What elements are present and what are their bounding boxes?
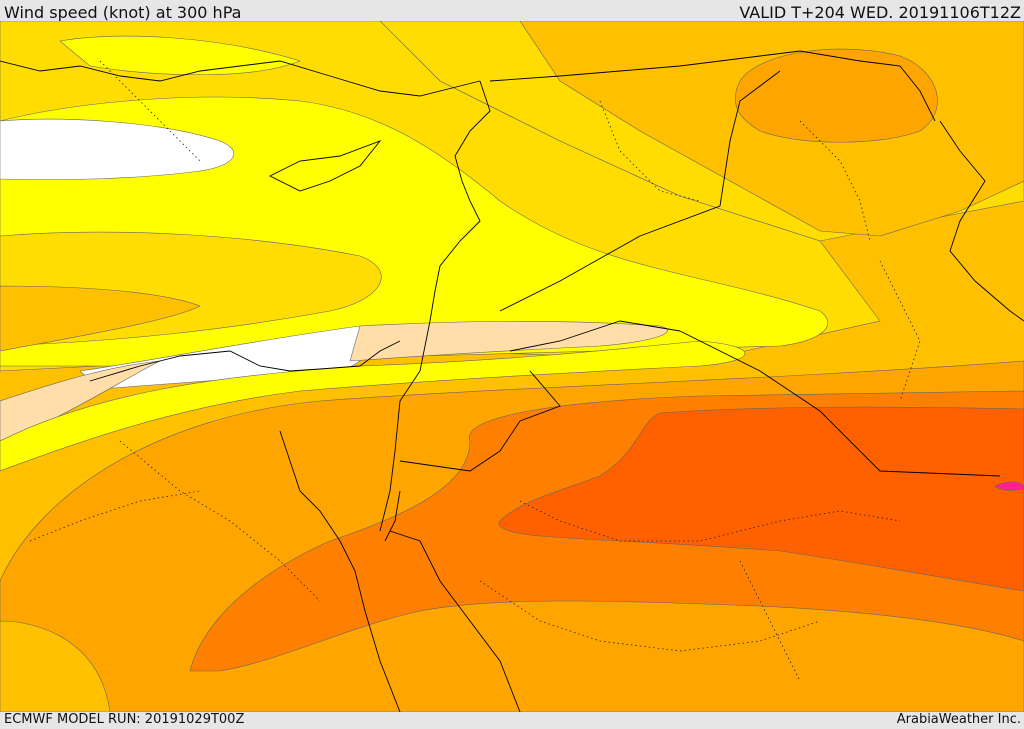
border-saudi-kuwait	[679, 330, 1001, 477]
coast-cyprus	[268, 140, 382, 192]
border-iraq	[489, 50, 801, 82]
wind-speed-map[interactable]	[0, 21, 1024, 712]
border-iran-iraq	[799, 50, 936, 122]
coastlines	[0, 50, 1024, 712]
coast-red-sea-e	[389, 530, 521, 712]
coast-sinai-red-sea	[279, 430, 401, 712]
header-bar: Wind speed (knot) at 300 hPa VALID T+204…	[0, 0, 1024, 22]
credit-label: ArabiaWeather Inc.	[896, 712, 1021, 727]
coast-persian-gulf	[939, 120, 1024, 322]
coast-gulf-aqaba	[384, 490, 401, 542]
footer-bar: ECMWF MODEL RUN: 20191029T00Z ArabiaWeat…	[0, 712, 1024, 729]
model-run-label: ECMWF MODEL RUN: 20191029T00Z	[4, 712, 245, 727]
coast-egypt-north	[89, 340, 401, 382]
admin-boundaries	[29, 60, 921, 682]
white-max-w	[0, 118, 235, 181]
valid-time: VALID T+204 WED. 20191106T12Z	[739, 3, 1021, 22]
amber-tongue-w	[0, 285, 201, 352]
coast-levant	[379, 80, 491, 532]
border-jordan-saudi	[509, 320, 681, 352]
yellow-band-s	[0, 340, 746, 472]
orange-blob-ne	[734, 48, 938, 143]
map-canvas	[0, 21, 1024, 712]
border-jordan-iraq	[499, 70, 781, 312]
amber-bottom	[0, 620, 111, 712]
border-egypt-sudan	[399, 370, 561, 472]
yellow-top-left	[59, 35, 301, 76]
magenta-spot	[994, 481, 1024, 491]
map-title: Wind speed (knot) at 300 hPa	[4, 3, 242, 22]
orange-dark-core	[498, 406, 1024, 592]
coast-turkey	[0, 60, 481, 97]
